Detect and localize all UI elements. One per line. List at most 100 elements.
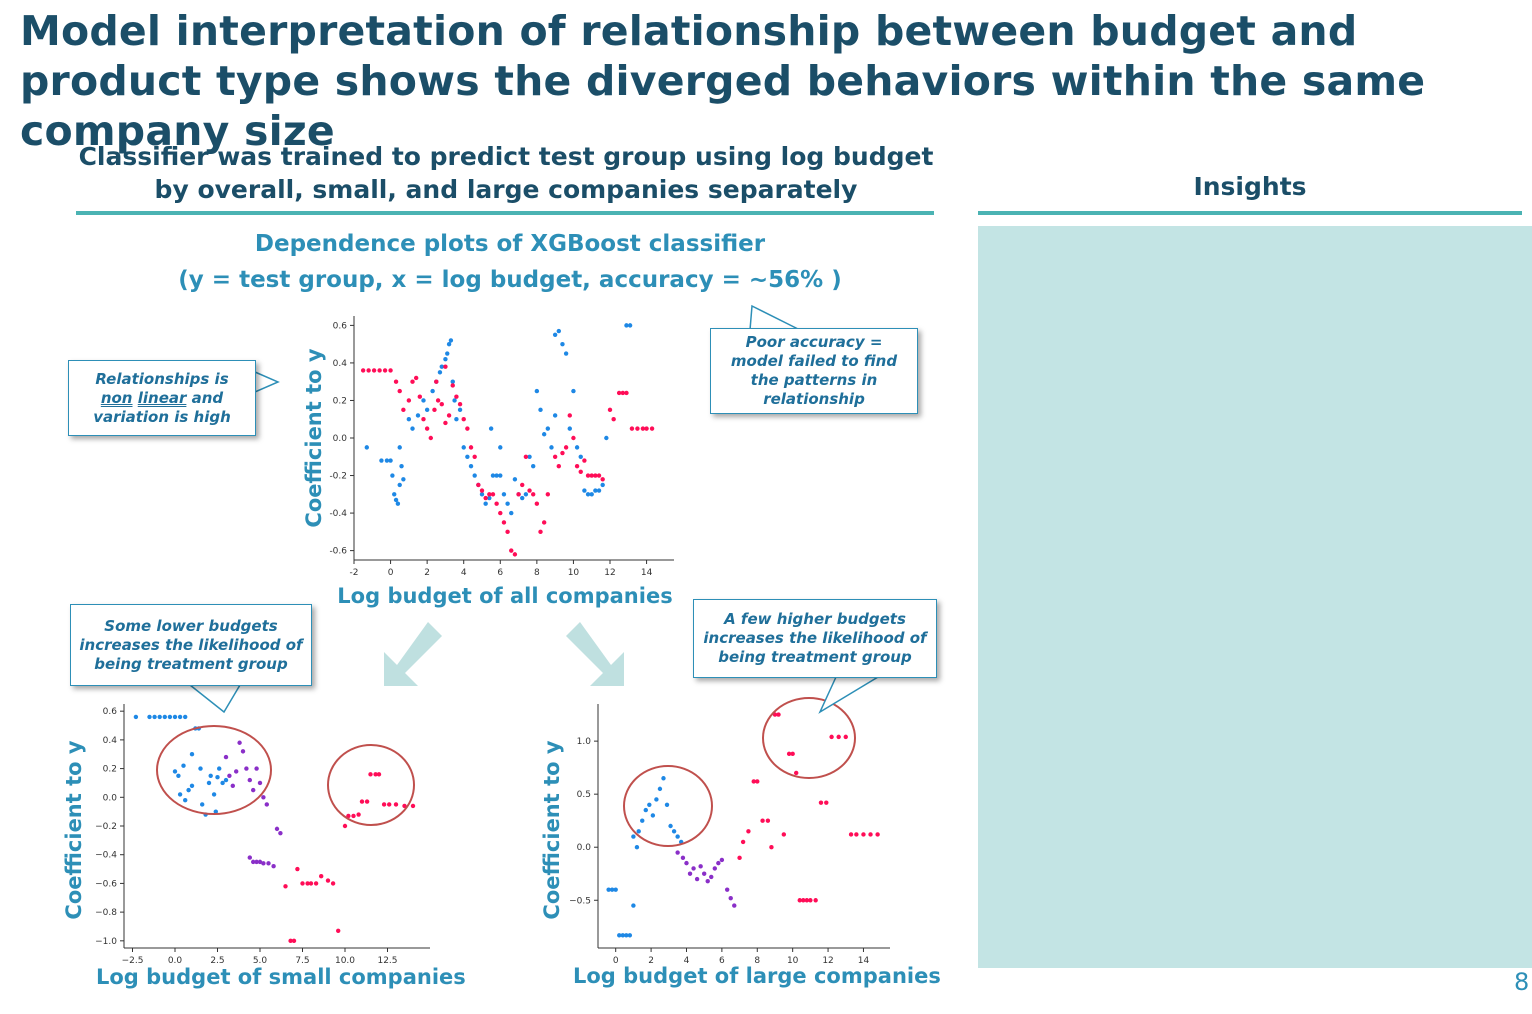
data-point [208,773,213,778]
data-point [728,895,733,901]
data-point [397,482,402,488]
data-point [421,398,426,403]
x-tick-label: 0 [388,568,394,578]
data-point [716,860,721,866]
data-point [183,714,188,720]
data-point [649,426,655,431]
slide-title: Model interpretation of relationship bet… [20,7,1426,155]
data-point [247,855,252,860]
data-point [465,426,470,431]
chart-small-xlabel: Log budget of small companies [96,965,466,989]
data-point [505,501,510,506]
data-point [611,417,616,422]
data-point [381,802,387,807]
data-point [189,783,195,789]
data-point [589,492,594,497]
data-point [560,450,565,456]
data-point [397,445,402,450]
data-point [635,426,640,431]
data-point [694,876,700,882]
chart-large-companies: 1.0 0.5 0.0 −0.5 0 2 4 6 8 10 12 14 [569,704,890,966]
data-point [498,510,503,516]
data-point [808,898,813,903]
data-point [181,763,186,768]
data-point [657,786,663,792]
data-point [737,855,742,861]
data-point [640,426,646,431]
data-point [476,482,481,488]
data-point [563,351,569,356]
data-point [488,426,494,431]
data-point [371,368,377,373]
data-point [461,445,466,450]
callout-lower-budgets-text: Some lower budgets increases the likelih… [79,616,303,673]
chart-all-companies: 0.6 0.4 0.2 0.0 -0.2 -0.4 -0.6 -2 0 2 4 6 8 10 12 14 [329,316,674,578]
data-point [552,332,558,337]
data-point [516,492,521,497]
callout-nonlinear-text: Relationships is non linear and variatio… [77,370,247,427]
data-point [472,454,477,459]
arrow-to-large-chart [566,622,624,686]
data-point [364,445,369,450]
data-point [567,413,572,418]
x-tick-label: -2 [350,568,359,578]
data-point [541,520,547,525]
data-point [346,813,351,819]
data-point [152,714,157,720]
right-divider [978,211,1522,215]
data-point [701,871,707,876]
data-point [593,488,598,493]
data-point [829,734,834,740]
data-point [571,435,576,441]
data-point [691,866,696,871]
data-point [376,772,382,777]
data-point [393,497,399,503]
callout-nonlinear: Relationships is non linear and variatio… [68,360,256,436]
insights-panel [978,226,1532,968]
callout-nonlinear-u1: non [100,388,133,407]
data-point [552,413,558,418]
data-point [538,529,543,535]
data-point [390,473,395,478]
data-point [494,501,499,506]
data-point [468,463,474,469]
data-point [430,388,435,394]
data-point [446,413,452,418]
data-point [413,375,419,381]
callout-tail-lower [187,684,242,714]
data-point [313,881,319,886]
callout-higher-budgets: A few higher budgets increases the likel… [693,599,937,678]
data-point [861,832,866,837]
y-tick-label: −0.6 [95,879,117,889]
callout-poor-accuracy: Poor accuracy = model failed to find the… [710,328,918,414]
data-point [271,863,276,869]
data-point [490,492,496,497]
x-tick-label: 0.0 [168,956,183,966]
chart-all-xlabel: Log budget of all companies [337,584,673,608]
data-point [712,866,717,871]
data-point [382,368,388,373]
data-point [556,328,561,334]
data-point [631,834,636,839]
y-tick-label: 0.2 [333,396,347,406]
dependence-title-line-2: (y = test group, x = log budget, accurac… [178,267,842,293]
data-point [616,390,622,396]
y-tick-label: -0.2 [329,472,347,482]
data-point [435,398,441,403]
data-point [356,812,361,817]
data-point [644,426,649,431]
data-point [600,482,605,488]
data-point [624,390,629,396]
data-point [465,454,470,459]
data-point [283,884,288,889]
data-point [401,407,406,413]
data-point [254,766,259,771]
data-point [684,860,689,866]
data-point [634,845,640,850]
data-point [325,878,331,883]
data-point [582,458,587,463]
data-point [567,426,572,431]
data-point [439,402,444,407]
data-point [868,832,873,837]
callout-nonlinear-pre: Relationships is [95,369,229,388]
